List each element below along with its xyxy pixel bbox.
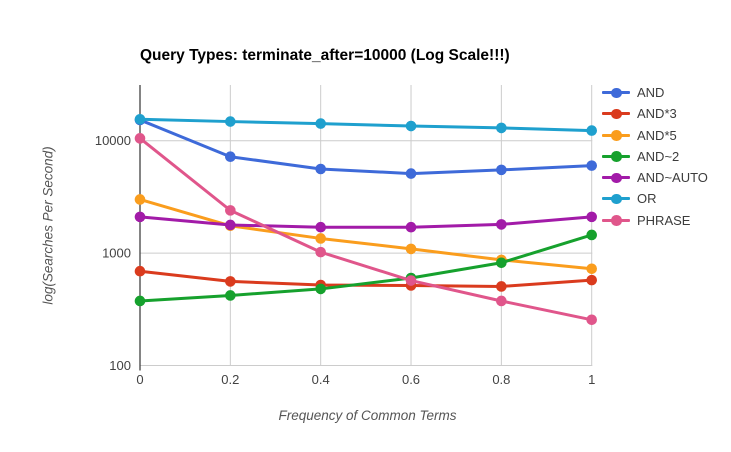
- legend: AND AND*3 AND*5 AND~2 AND~AUTO OR PHRASE: [602, 85, 708, 228]
- legend-label: AND*5: [637, 127, 677, 143]
- legend-series-marker-icon: [602, 149, 630, 164]
- data-point-and-auto-0.8: [496, 219, 507, 230]
- legend-dot-icon: [611, 215, 622, 226]
- y-tick-label-1000: 1000: [102, 246, 131, 261]
- legend-label: AND~AUTO: [637, 170, 708, 186]
- data-point-phrase-0.6: [405, 275, 417, 286]
- legend-series-marker-icon: [602, 128, 630, 143]
- series-line-and-5: [138, 197, 594, 271]
- data-point-and-auto-0: [134, 211, 146, 223]
- data-point-phrase-0.4: [315, 246, 326, 258]
- data-point-or-1: [586, 125, 597, 136]
- series-line-phrase: [138, 136, 594, 322]
- legend-item-and-5[interactable]: AND*5: [602, 128, 708, 143]
- data-point-or-0.8: [496, 122, 507, 134]
- legend-item-and-3[interactable]: AND*3: [602, 106, 708, 121]
- legend-item-and-auto[interactable]: AND~AUTO: [602, 170, 708, 185]
- legend-item-or[interactable]: OR: [602, 191, 708, 206]
- legend-label: OR: [637, 191, 657, 207]
- legend-label: PHRASE: [637, 212, 691, 228]
- x-tick-label-0.8: 0.8: [492, 372, 510, 387]
- data-point-and-0.6: [405, 168, 417, 179]
- legend-dot-icon: [611, 87, 622, 98]
- legend-series-marker-icon: [602, 85, 630, 100]
- data-point-or-0.6: [405, 120, 417, 132]
- legend-dot-icon: [611, 108, 622, 120]
- x-tick-label-0.2: 0.2: [221, 372, 239, 387]
- legend-dot-icon: [611, 193, 622, 205]
- series-line-or: [138, 117, 594, 133]
- data-point-and-5-1: [586, 263, 597, 275]
- legend-dot-icon: [611, 151, 622, 162]
- data-point-phrase-1: [586, 314, 597, 326]
- data-point-or-0.2: [225, 116, 236, 127]
- x-tick-label-0.4: 0.4: [312, 372, 330, 387]
- chart-title: Query Types: terminate_after=10000 (Log …: [140, 47, 510, 64]
- data-point-and-2-1: [586, 229, 597, 241]
- legend-item-phrase[interactable]: PHRASE: [602, 213, 708, 228]
- data-point-and-1: [586, 160, 597, 171]
- data-point-and-2-0.2: [225, 290, 236, 301]
- legend-label: AND: [637, 85, 665, 100]
- legend-series-marker-icon: [602, 213, 630, 228]
- data-point-and-2-0.4: [315, 283, 326, 295]
- series-line-and-3: [138, 269, 594, 288]
- legend-dot-icon: [611, 172, 622, 184]
- data-point-and-5-0: [134, 194, 146, 205]
- data-point-and-0.2: [225, 151, 236, 163]
- legend-series-marker-icon: [602, 191, 630, 206]
- data-point-phrase-0.2: [225, 205, 236, 216]
- series-line-and-2: [138, 233, 594, 303]
- data-point-and-3-0.2: [225, 276, 236, 287]
- legend-item-and[interactable]: AND: [602, 85, 708, 100]
- x-axis-label: Frequency of Common Terms: [278, 408, 457, 423]
- legend-dot-icon: [611, 130, 622, 141]
- legend-label: AND*3: [637, 106, 677, 122]
- series-line-and: [138, 118, 594, 176]
- data-point-and-5-0.4: [315, 233, 326, 244]
- series-line-and-auto: [138, 215, 594, 229]
- data-point-and-0.8: [496, 164, 507, 176]
- data-point-and-3-0: [134, 265, 146, 277]
- data-point-and-auto-0.6: [405, 221, 417, 233]
- data-point-phrase-0.8: [496, 295, 507, 307]
- data-point-and-5-0.6: [405, 243, 417, 255]
- data-point-and-3-0.8: [496, 281, 507, 292]
- data-point-and-2-0: [134, 295, 146, 307]
- data-point-and-0.4: [315, 163, 326, 175]
- legend-label: AND~2: [637, 148, 680, 164]
- data-point-and-auto-0.2: [225, 219, 236, 231]
- x-tick-label-0: 0: [136, 372, 143, 387]
- x-tick-label-0.6: 0.6: [402, 372, 420, 387]
- data-point-or-0: [134, 114, 146, 125]
- data-point-and-2-0.8: [496, 257, 507, 269]
- data-point-and-auto-1: [586, 211, 597, 223]
- y-tick-label-100: 100: [109, 358, 131, 373]
- y-tick-label-10000: 10000: [95, 133, 131, 148]
- data-point-or-0.4: [315, 118, 326, 129]
- legend-series-marker-icon: [602, 106, 630, 121]
- legend-item-and-2[interactable]: AND~2: [602, 149, 708, 164]
- data-point-phrase-0: [134, 133, 146, 144]
- data-point-and-3-1: [586, 274, 597, 286]
- x-tick-label-1: 1: [588, 372, 595, 387]
- legend-series-marker-icon: [602, 170, 630, 185]
- data-point-and-auto-0.4: [315, 221, 326, 233]
